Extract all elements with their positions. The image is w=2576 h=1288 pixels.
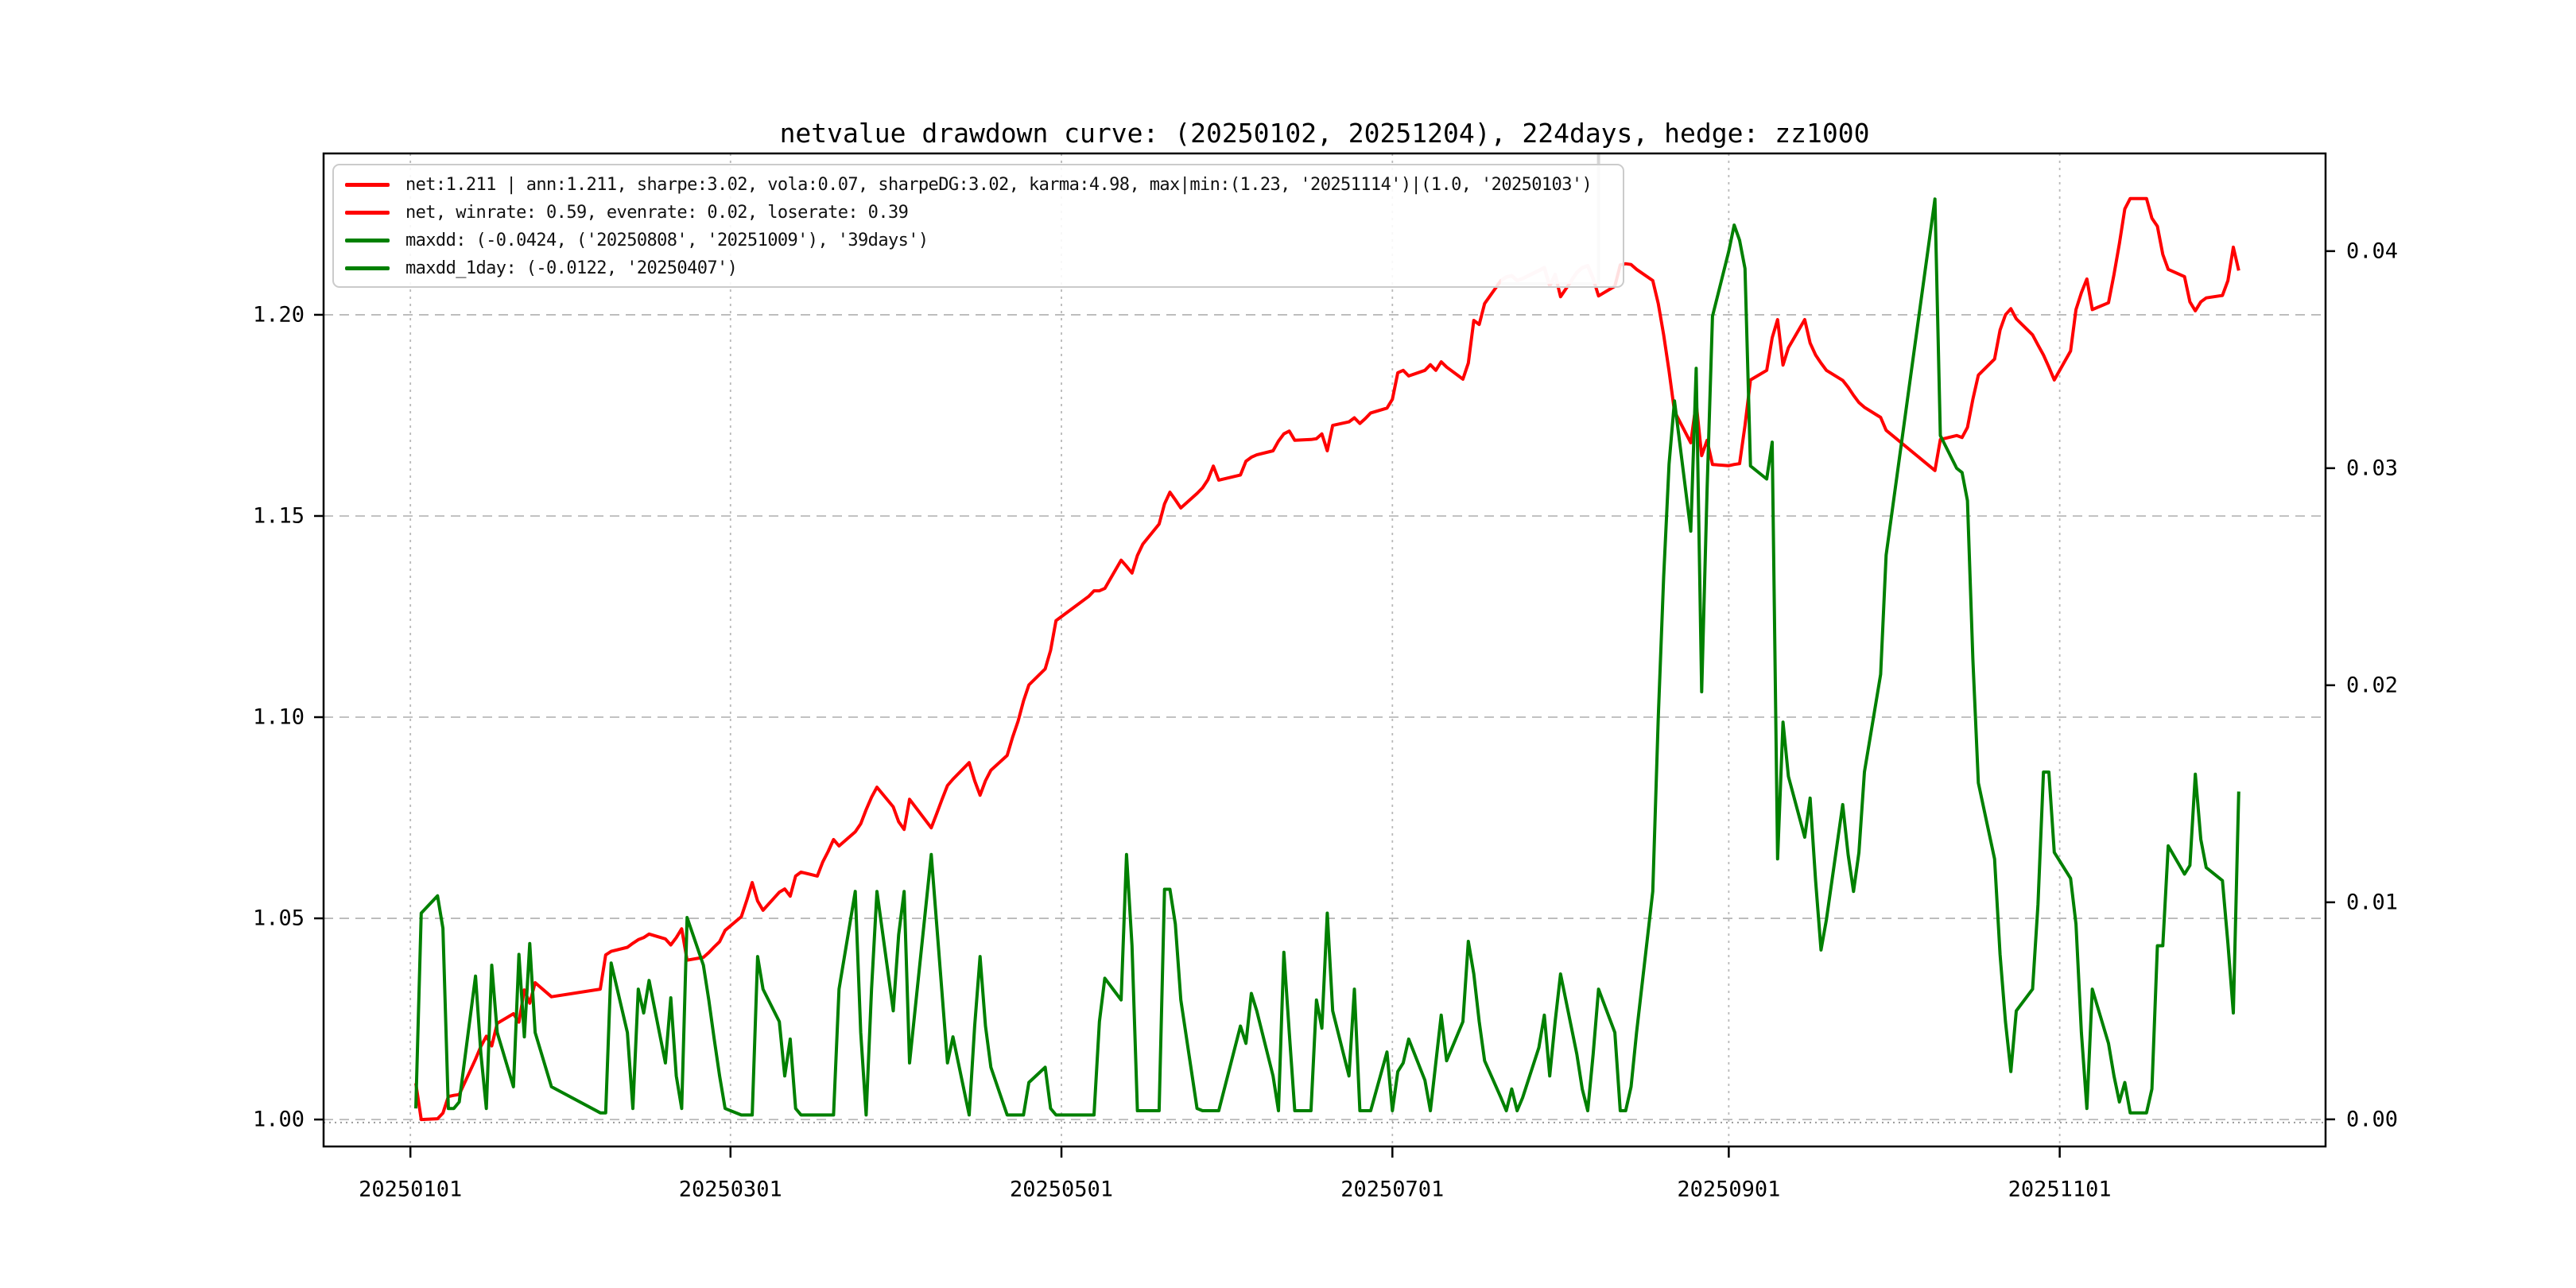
x-tick-label: 20250101 <box>359 1177 462 1202</box>
x-tick-label: 20250301 <box>679 1177 782 1202</box>
y-right-tick-label: 0.01 <box>2346 890 2398 914</box>
y-right-tick-label: 0.04 <box>2346 239 2398 263</box>
y-left-tick-label: 1.10 <box>253 705 305 730</box>
y-right-tick-label: 0.02 <box>2346 673 2398 697</box>
legend-row-maxdd: maxdd: (-0.0424, ('20250808', '20251009'… <box>345 227 1623 254</box>
maxdd-line-swatch <box>345 239 390 242</box>
x-tick-label: 20250701 <box>1340 1177 1444 1202</box>
legend-label-maxdd-1day: maxdd_1day: (-0.0122, '20250407') <box>405 258 738 278</box>
y-left-tick-label: 1.20 <box>253 302 305 327</box>
plot-border <box>322 152 2327 1148</box>
y-left-tick-label: 1.00 <box>253 1108 305 1132</box>
legend-row-net-rates: net, winrate: 0.59, evenrate: 0.02, lose… <box>345 199 1623 227</box>
x-tick-label: 20251101 <box>2008 1177 2112 1202</box>
legend-row-net-stats: net:1.211 | ann:1.211, sharpe:3.02, vola… <box>345 171 1623 199</box>
maxdd-1day-line-swatch <box>345 266 390 270</box>
net-rates-line-swatch <box>345 211 390 215</box>
drawdown-curve <box>414 197 2240 1117</box>
x-tick-label: 20250501 <box>1010 1177 1113 1202</box>
y-right-tick-label: 0.03 <box>2346 456 2398 480</box>
x-tick-label: 20250901 <box>1677 1177 1780 1202</box>
legend: net:1.211 | ann:1.211, sharpe:3.02, vola… <box>332 164 1624 288</box>
y-left-tick-label: 1.15 <box>253 503 305 528</box>
net-curve <box>414 196 2240 1122</box>
chart-title: netvalue drawdown curve: (20250102, 2025… <box>779 118 1870 149</box>
legend-label-net-stats: net:1.211 | ann:1.211, sharpe:3.02, vola… <box>405 175 1593 195</box>
y-left-tick-label: 1.05 <box>253 906 305 931</box>
legend-label-maxdd: maxdd: (-0.0424, ('20250808', '20251009'… <box>405 231 929 250</box>
net-line-swatch <box>345 183 390 187</box>
y-right-tick-label: 0.00 <box>2346 1107 2398 1131</box>
legend-row-maxdd-1day: maxdd_1day: (-0.0122, '20250407') <box>345 254 1623 282</box>
legend-label-net-rates: net, winrate: 0.59, evenrate: 0.02, lose… <box>405 203 909 223</box>
